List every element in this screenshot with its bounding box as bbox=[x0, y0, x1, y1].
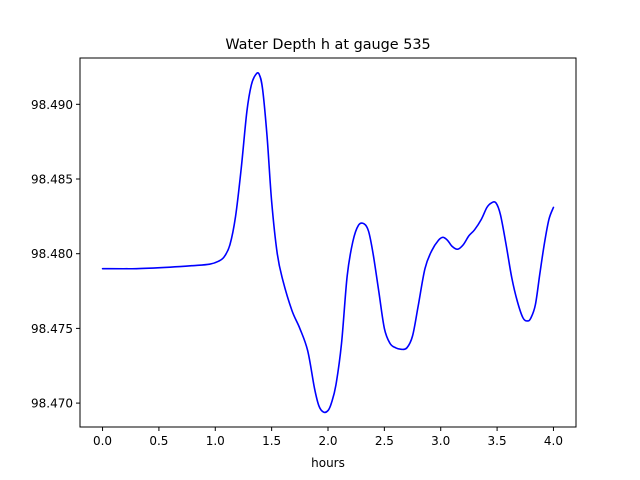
x-tick-label: 1.5 bbox=[262, 434, 281, 448]
y-tick-label: 98.475 bbox=[31, 322, 73, 336]
y-tick-label: 98.470 bbox=[31, 397, 73, 411]
y-axis: 98.470 98.475 98.480 98.485 98.490 bbox=[31, 98, 80, 411]
y-tick-label: 98.485 bbox=[31, 173, 73, 187]
x-tick-label: 2.0 bbox=[318, 434, 337, 448]
x-axis: 0.0 0.5 1.0 1.5 2.0 2.5 3.0 3.5 4.0 bbox=[93, 427, 563, 448]
axes-frame bbox=[79, 57, 577, 428]
x-tick-label: 1.0 bbox=[206, 434, 225, 448]
series-line-0 bbox=[101, 72, 555, 414]
x-tick-label: 4.0 bbox=[544, 434, 563, 448]
y-tick-label: 98.490 bbox=[31, 98, 73, 112]
chart-title: Water Depth h at gauge 535 bbox=[225, 37, 430, 53]
x-axis-label: hours bbox=[311, 456, 345, 470]
x-tick-label: 0.5 bbox=[149, 434, 168, 448]
x-tick-label: 3.0 bbox=[431, 434, 450, 448]
x-tick-label: 2.5 bbox=[375, 434, 394, 448]
y-tick-label: 98.480 bbox=[31, 247, 73, 261]
x-tick-label: 0.0 bbox=[93, 434, 112, 448]
x-tick-label: 3.5 bbox=[488, 434, 507, 448]
plot-area bbox=[79, 57, 577, 428]
